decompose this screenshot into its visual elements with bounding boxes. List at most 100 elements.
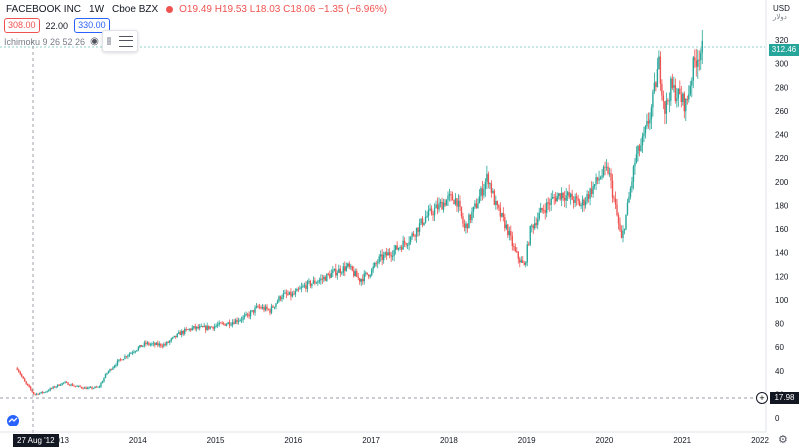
candle-body — [140, 345, 143, 347]
candle-body — [593, 184, 596, 186]
candle-body — [166, 341, 168, 345]
candle-body — [695, 60, 697, 67]
candle-body — [571, 193, 573, 200]
candle-body — [459, 200, 461, 207]
candle-body — [125, 356, 128, 358]
candle-body — [489, 183, 491, 185]
candle-body — [408, 242, 410, 245]
candle-body — [122, 359, 125, 361]
exchange-label: Cboe BZX — [112, 4, 159, 15]
candle-body — [369, 275, 371, 277]
candle-body — [330, 273, 333, 278]
candle-body — [475, 203, 478, 209]
currency-label[interactable]: USD — [773, 4, 790, 13]
candle-body — [169, 340, 171, 343]
buy-button[interactable]: 330.00 — [74, 18, 110, 33]
candle-body — [424, 217, 427, 223]
candle-body — [646, 120, 648, 127]
candle-body — [163, 344, 165, 347]
candle-body — [178, 332, 180, 334]
candle-body — [118, 359, 120, 361]
drag-handle-icon[interactable] — [107, 37, 111, 45]
candle-body — [79, 385, 81, 387]
candle-body — [154, 343, 156, 346]
candle-body — [210, 326, 213, 328]
menu-lines-icon[interactable] — [119, 35, 133, 47]
toolbox-widget[interactable] — [102, 30, 138, 52]
candle-body — [181, 330, 183, 335]
plus-circle-icon[interactable]: + — [756, 392, 768, 404]
candle-body — [478, 196, 481, 204]
candle-body — [228, 322, 231, 326]
candle-body — [248, 314, 250, 317]
candle-body — [403, 240, 406, 244]
candle-body — [311, 283, 313, 286]
candle-body — [95, 386, 98, 388]
candle-body — [487, 173, 490, 185]
candle-body — [379, 254, 382, 257]
candle-body — [221, 323, 223, 324]
candle-body — [495, 201, 497, 205]
candle-body — [415, 227, 418, 237]
candle-body — [143, 342, 146, 346]
candle-body — [230, 324, 232, 326]
candle-body — [643, 133, 645, 137]
candle-body — [438, 203, 440, 210]
candle-body — [173, 335, 175, 338]
y-tick-label: 260 — [775, 107, 789, 116]
candle-body — [272, 306, 274, 308]
candle-body — [275, 303, 277, 307]
candle-body — [549, 203, 551, 205]
candle-body — [486, 173, 488, 182]
candle-body — [294, 291, 297, 295]
candle-body — [158, 343, 161, 346]
candle-body — [484, 181, 487, 189]
candle-body — [362, 279, 364, 282]
candle-body — [336, 272, 339, 276]
candle-body — [104, 374, 107, 379]
candle-body — [182, 330, 184, 334]
candle-body — [191, 327, 193, 331]
market-status-dot — [166, 6, 174, 13]
candle-body — [608, 173, 611, 174]
symbol-name[interactable]: FACEBOOK INC — [6, 4, 82, 15]
candle-body — [204, 325, 207, 330]
tradingview-logo-icon[interactable] — [6, 414, 20, 426]
candle-body — [347, 263, 349, 267]
candle-body — [145, 342, 147, 344]
candle-body — [450, 193, 452, 195]
candle-body — [371, 269, 373, 276]
candle-body — [665, 100, 668, 114]
sell-button[interactable]: 308.00 — [4, 18, 40, 33]
candle-body — [278, 296, 280, 302]
gear-icon[interactable]: ⚙ — [778, 434, 788, 446]
eye-icon[interactable]: ◉ — [90, 36, 99, 47]
y-tick-label: 200 — [775, 178, 789, 187]
candle-body — [291, 293, 294, 297]
candle-body — [511, 235, 514, 247]
candle-body — [363, 273, 365, 282]
indicator-label[interactable]: Ichimoku 9 26 52 26 — [4, 36, 86, 47]
candle-body — [698, 59, 700, 61]
candle-body — [526, 244, 528, 263]
candle-body — [664, 101, 666, 114]
candle-body — [329, 274, 331, 278]
candle-body — [534, 223, 536, 229]
crosshair-price-label: 17.98 — [770, 392, 799, 404]
candle-body — [569, 193, 572, 198]
candle-body — [445, 199, 448, 206]
candle-body — [152, 343, 155, 344]
candle-body — [58, 384, 60, 386]
candle-body — [276, 301, 279, 304]
candle-body — [170, 338, 172, 341]
quantity-value[interactable]: 22.00 — [45, 20, 69, 31]
order-panel: 308.00 22.00 330.00 — [4, 18, 110, 33]
candle-body — [396, 245, 398, 250]
candle-body — [501, 213, 503, 217]
candle-body — [581, 199, 584, 206]
candle-body — [376, 262, 379, 264]
interval-label[interactable]: 1W — [89, 4, 105, 15]
candle-body — [493, 190, 496, 205]
candle-body — [546, 202, 548, 213]
